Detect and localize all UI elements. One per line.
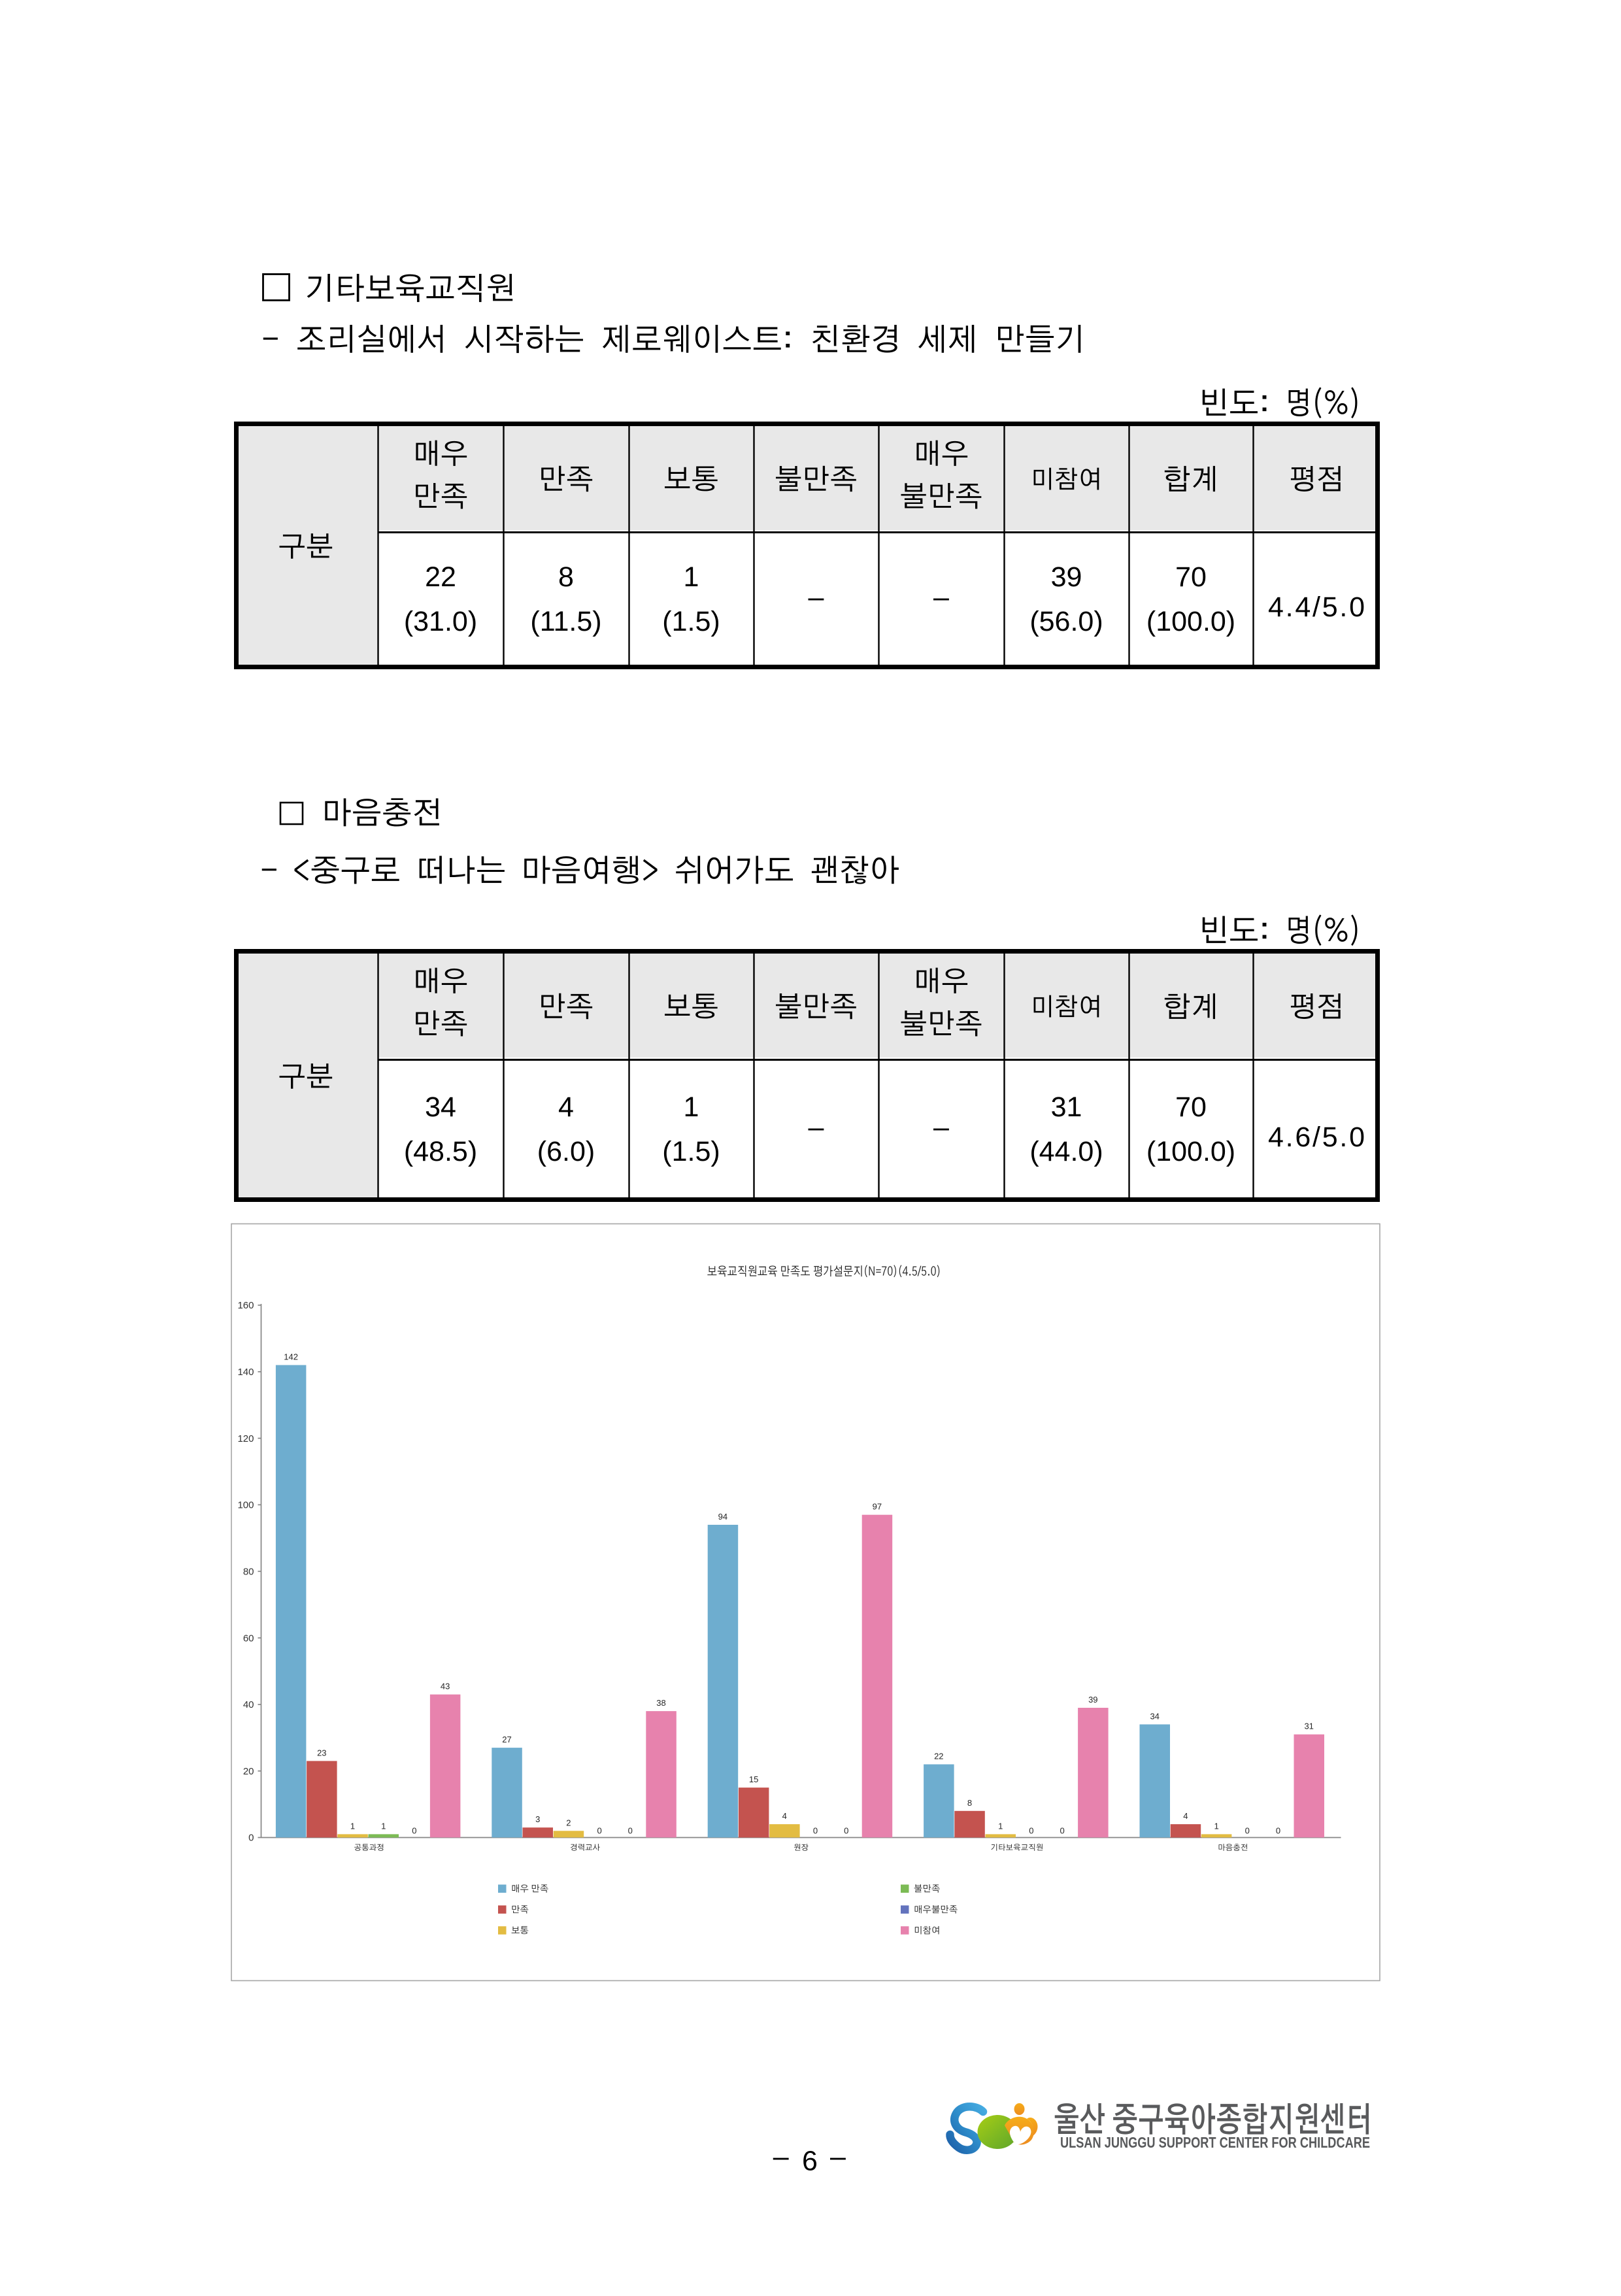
svg-text:120: 120 [237, 1433, 254, 1444]
svg-text:ULSAN JUNGGU SUPPORT CENTER FO: ULSAN JUNGGU SUPPORT CENTER FOR CHILDCAR… [1060, 2134, 1370, 2151]
svg-text:4: 4 [558, 1091, 574, 1123]
svg-text:(44.0): (44.0) [1029, 1136, 1103, 1167]
svg-text:3: 3 [535, 1814, 540, 1824]
svg-text:39: 39 [1088, 1695, 1097, 1705]
svg-text:94: 94 [718, 1512, 727, 1522]
svg-text:0: 0 [1060, 1826, 1064, 1836]
svg-text:140: 140 [237, 1367, 254, 1378]
svg-text:(11.5): (11.5) [530, 606, 601, 637]
svg-text:(6.0): (6.0) [537, 1136, 595, 1167]
svg-text:31: 31 [1304, 1722, 1313, 1731]
svg-text:0: 0 [597, 1826, 601, 1836]
svg-text:(56.0): (56.0) [1029, 606, 1103, 637]
svg-text:(100.0): (100.0) [1146, 606, 1235, 637]
svg-text:4: 4 [782, 1811, 787, 1821]
svg-text:142: 142 [284, 1352, 298, 1362]
svg-text:39: 39 [1051, 561, 1082, 593]
svg-text:–: – [809, 582, 824, 613]
svg-text:43: 43 [441, 1682, 450, 1691]
svg-text:1: 1 [684, 561, 699, 593]
svg-text:4.4/5.0: 4.4/5.0 [1268, 591, 1365, 623]
svg-text:1: 1 [684, 1091, 699, 1123]
svg-text:0: 0 [248, 1833, 254, 1844]
svg-text:–: – [933, 1112, 949, 1143]
svg-text:22: 22 [934, 1752, 943, 1761]
svg-text:1: 1 [350, 1821, 355, 1831]
svg-text:6: 6 [802, 2146, 818, 2177]
svg-text:80: 80 [243, 1567, 254, 1578]
svg-text:2: 2 [566, 1818, 571, 1827]
svg-text:0: 0 [813, 1826, 818, 1836]
svg-text:23: 23 [317, 1748, 326, 1757]
svg-text:31: 31 [1051, 1091, 1082, 1123]
svg-text:(48.5): (48.5) [404, 1136, 477, 1167]
svg-text:15: 15 [749, 1774, 758, 1784]
svg-text:40: 40 [243, 1699, 254, 1710]
svg-text:8: 8 [558, 561, 574, 593]
svg-text:97: 97 [873, 1502, 882, 1512]
svg-text:0: 0 [1276, 1826, 1280, 1836]
svg-text:–: – [773, 2141, 789, 2172]
svg-text:1: 1 [381, 1821, 386, 1831]
svg-text:(100.0): (100.0) [1146, 1136, 1235, 1167]
svg-text:0: 0 [412, 1826, 416, 1836]
svg-text:1: 1 [1214, 1821, 1218, 1831]
svg-text:0: 0 [1245, 1826, 1250, 1836]
svg-text:70: 70 [1175, 561, 1207, 593]
svg-text:0: 0 [844, 1826, 848, 1836]
svg-text:60: 60 [243, 1633, 254, 1644]
svg-text:0: 0 [1029, 1826, 1033, 1836]
svg-text:4: 4 [1183, 1811, 1188, 1821]
svg-text:22: 22 [425, 561, 456, 593]
svg-text:100: 100 [237, 1500, 254, 1511]
svg-text:20: 20 [243, 1766, 254, 1777]
svg-text:–: – [809, 1112, 824, 1143]
svg-text:27: 27 [502, 1735, 511, 1744]
svg-text:4.6/5.0: 4.6/5.0 [1268, 1122, 1365, 1153]
svg-text:160: 160 [237, 1300, 254, 1311]
svg-text:(31.0): (31.0) [404, 606, 477, 637]
svg-text:34: 34 [1150, 1711, 1159, 1721]
svg-text:(1.5): (1.5) [662, 1136, 720, 1167]
svg-text:(1.5): (1.5) [662, 606, 720, 637]
svg-text:–: – [830, 2141, 846, 2172]
svg-text:8: 8 [967, 1798, 972, 1808]
svg-text:34: 34 [425, 1091, 456, 1123]
svg-text:0: 0 [628, 1826, 633, 1836]
svg-text:–: – [933, 582, 949, 613]
svg-text:1: 1 [998, 1821, 1003, 1831]
svg-text:70: 70 [1175, 1091, 1207, 1123]
svg-text:38: 38 [656, 1698, 665, 1708]
